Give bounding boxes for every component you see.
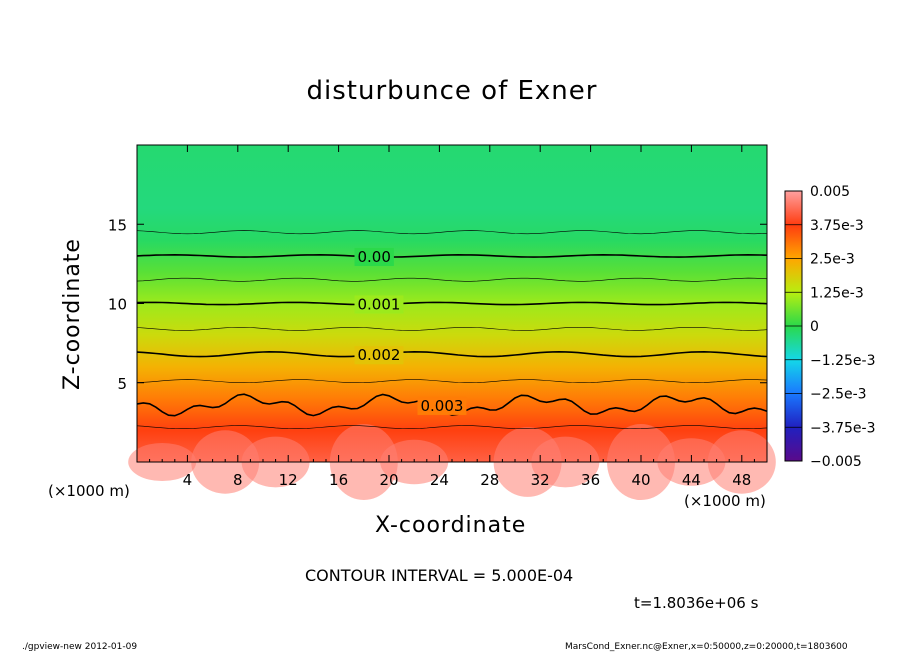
contour-label: 0.001 bbox=[358, 296, 401, 314]
x-tick-label: 32 bbox=[531, 471, 550, 489]
contour-line-minor bbox=[136, 425, 768, 430]
colorbar: 0.005 3.75e-3 2.5e-3 1.25e-3 0 −1.25e-3 −2.5e-… bbox=[784, 184, 875, 470]
colorbar-tick-label: −0.005 bbox=[810, 454, 862, 470]
contour-label-bg bbox=[354, 346, 404, 365]
contour-line-minor bbox=[136, 230, 768, 235]
contour-line bbox=[136, 393, 768, 417]
contour-label: 0.003 bbox=[421, 397, 464, 415]
colorbar-tick-label: 2.5e-3 bbox=[810, 252, 855, 268]
colorbar-tick-label: −3.75e-3 bbox=[810, 420, 875, 436]
colorbar-tick-label: −2.5e-3 bbox=[810, 387, 867, 403]
contour-line-minor bbox=[136, 327, 768, 331]
x-tick-label: 8 bbox=[233, 471, 243, 489]
contour-label: 0.00 bbox=[358, 248, 391, 266]
contour-interval-note: CONTOUR INTERVAL = 5.000E-04 bbox=[305, 566, 574, 585]
y-tick-label: 15 bbox=[108, 216, 127, 234]
chart-title: disturbunce of Exner bbox=[306, 76, 598, 106]
x-tick-label: 12 bbox=[279, 471, 298, 489]
y-axis-label: Z-coordinate bbox=[60, 238, 85, 390]
contour-label-bg bbox=[354, 295, 404, 314]
x-tick-label: 24 bbox=[430, 471, 449, 489]
x-tick-label: 28 bbox=[480, 471, 499, 489]
x-tick-label: 4 bbox=[183, 471, 193, 489]
contour-lines: 0.00 0.001 0.002 0.003 bbox=[136, 230, 768, 430]
y-tick-label: 10 bbox=[108, 296, 127, 314]
x-tick-label: 36 bbox=[581, 471, 600, 489]
colorbar-tick-label: 1.25e-3 bbox=[810, 285, 864, 301]
plot-area bbox=[128, 145, 776, 501]
x-tick-label: 44 bbox=[682, 471, 701, 489]
contour-line bbox=[136, 350, 768, 358]
contour-line bbox=[136, 301, 768, 306]
x-tick-label: 16 bbox=[329, 471, 348, 489]
x-unit-label-right: (×1000 m) bbox=[684, 492, 766, 510]
colorbar-tick-label: 0.005 bbox=[810, 184, 850, 200]
footer-right: MarsCond_Exner.nc@Exner,x=0:50000,z=0:20… bbox=[565, 642, 848, 652]
x-axis-label: X-coordinate bbox=[375, 513, 527, 538]
x-tick-label: 20 bbox=[379, 471, 398, 489]
time-label: t=1.8036e+06 s bbox=[634, 594, 759, 612]
contour-line bbox=[136, 253, 768, 258]
contour-line-minor bbox=[136, 379, 768, 383]
colorbar-tick-label: −1.25e-3 bbox=[810, 353, 875, 369]
contour-label-bg bbox=[354, 247, 394, 266]
contour-line-minor bbox=[136, 277, 768, 282]
x-unit-label-left: (×1000 m) bbox=[48, 482, 130, 500]
contour-label-bg bbox=[417, 396, 467, 415]
footer-left: ./gpview-new 2012-01-09 bbox=[22, 642, 138, 652]
y-tick-label: 5 bbox=[117, 375, 127, 393]
colorbar-tick-label: 0 bbox=[810, 319, 819, 335]
colorbar-tick-label: 3.75e-3 bbox=[810, 218, 864, 234]
x-tick-label: 48 bbox=[732, 471, 751, 489]
x-tick-label: 40 bbox=[631, 471, 650, 489]
contour-label: 0.002 bbox=[358, 346, 401, 364]
